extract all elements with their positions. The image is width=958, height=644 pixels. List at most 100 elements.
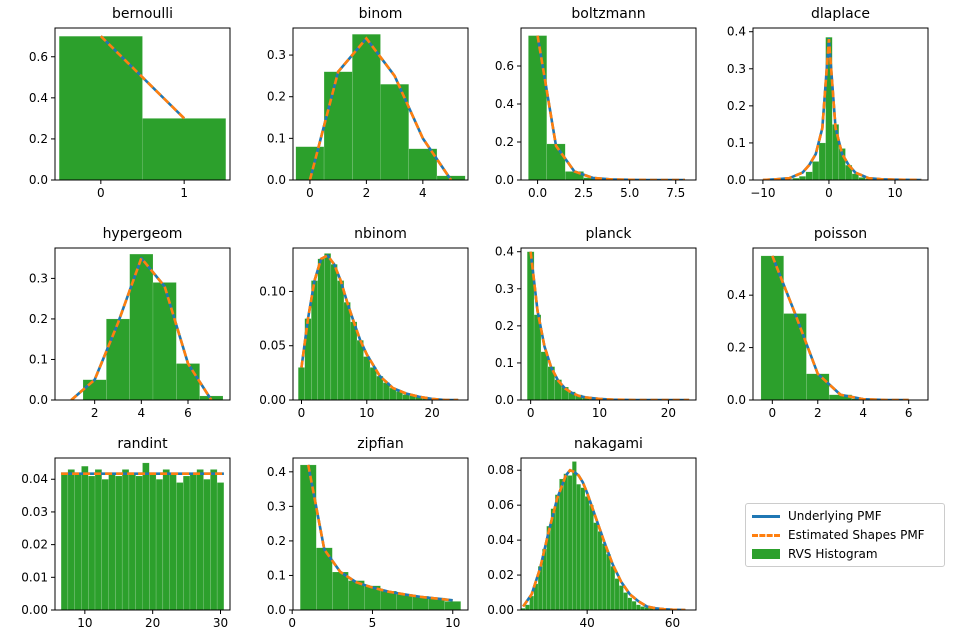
y-tick-label: 0.4 bbox=[495, 97, 514, 111]
histogram-bar bbox=[554, 494, 560, 610]
x-tick-label: 10 bbox=[887, 186, 902, 200]
y-tick-label: 0.1 bbox=[29, 352, 48, 366]
histogram-bar bbox=[81, 465, 89, 610]
axes-frame bbox=[292, 247, 469, 401]
estimated-pmf-line bbox=[99, 35, 186, 120]
y-tick-label: 0.0 bbox=[727, 173, 746, 187]
histogram-bar bbox=[618, 585, 624, 610]
subplot-boltzmann: 0.0 2.5 5.0 7.5 0.0 0.2 0.4 0.6 boltzmann bbox=[495, 6, 697, 200]
y-tick-label: 0.0 bbox=[29, 393, 48, 407]
axes-frame bbox=[520, 457, 697, 611]
histogram-bars bbox=[785, 37, 873, 180]
x-tick-label: 10 bbox=[592, 406, 607, 420]
y-tick-label: 0.02 bbox=[21, 538, 48, 552]
histogram-bar bbox=[597, 531, 603, 610]
histogram-bar bbox=[74, 472, 82, 610]
histogram-bar bbox=[60, 472, 69, 610]
histogram-bar bbox=[806, 373, 830, 400]
x-tick-label: 20 bbox=[424, 406, 439, 420]
y-tick-label: 0.00 bbox=[487, 603, 514, 617]
histogram-bar bbox=[152, 282, 177, 400]
y-tick-label: 0.05 bbox=[259, 339, 286, 353]
histogram-bar bbox=[627, 597, 633, 610]
y-tick-label: 0.0 bbox=[29, 173, 48, 187]
x-tick-label: 6 bbox=[905, 406, 913, 420]
y-tick-label: 0.06 bbox=[487, 498, 514, 512]
x-tick-label: 10 bbox=[445, 616, 460, 630]
histogram-bar bbox=[324, 253, 332, 400]
subplot-title: zipfian bbox=[357, 436, 403, 452]
subplot-title: randint bbox=[117, 436, 168, 452]
x-tick-label: 6 bbox=[184, 406, 192, 420]
histogram-bar bbox=[337, 280, 345, 400]
estimated-pmf-line bbox=[306, 464, 453, 602]
histogram-bar bbox=[330, 264, 338, 400]
histogram-bar bbox=[121, 469, 130, 610]
histogram-bar bbox=[88, 475, 96, 610]
histogram-bar bbox=[300, 464, 317, 610]
x-tick-label: 40 bbox=[580, 616, 595, 630]
histogram-bar bbox=[176, 482, 184, 610]
y-tick-label: 0.1 bbox=[267, 568, 286, 582]
histogram-bar bbox=[444, 601, 461, 610]
histogram-bar bbox=[343, 302, 351, 400]
y-tick-label: 0.4 bbox=[495, 245, 514, 259]
x-tick-label: 30 bbox=[213, 616, 228, 630]
axes-frame bbox=[292, 27, 469, 181]
subplot-title: nakagami bbox=[574, 436, 643, 452]
histogram-bar bbox=[323, 71, 353, 180]
legend-estimated-label: Estimated Shapes PMF bbox=[788, 528, 925, 542]
x-tick-label: 0 bbox=[288, 616, 296, 630]
histogram-bar bbox=[563, 473, 569, 610]
axes-frame bbox=[752, 27, 929, 181]
subplot-dlaplace: −10 0 10 0.0 0.1 0.2 0.3 0.4 dlaplace bbox=[727, 6, 929, 200]
y-tick-label: 0.3 bbox=[727, 62, 746, 76]
subplot-nbinom: 0 10 20 0.00 0.05 0.10 nbinom bbox=[259, 226, 469, 420]
histogram-bar bbox=[640, 606, 645, 610]
histogram-bar bbox=[636, 604, 641, 610]
y-tick-label: 0.1 bbox=[727, 136, 746, 150]
histogram-bar bbox=[67, 469, 75, 610]
histogram-bar bbox=[610, 566, 616, 610]
x-tick-label: 2 bbox=[814, 406, 822, 420]
histogram-bar bbox=[799, 176, 807, 180]
x-tick-label: 0 bbox=[768, 406, 776, 420]
subplot-title: planck bbox=[585, 226, 632, 242]
histogram-bars bbox=[521, 461, 688, 610]
subplot-title: poisson bbox=[814, 226, 867, 242]
x-tick-label: 0.0 bbox=[528, 186, 547, 200]
y-tick-label: 0.1 bbox=[267, 131, 286, 145]
axes-frame bbox=[520, 247, 697, 401]
y-tick-label: 0.3 bbox=[29, 271, 48, 285]
y-tick-label: 0.4 bbox=[267, 465, 286, 479]
estimated-pmf-line bbox=[522, 468, 686, 610]
histogram-bar bbox=[369, 367, 377, 400]
y-tick-label: 0.3 bbox=[495, 282, 514, 296]
x-tick-label: 0 bbox=[97, 186, 105, 200]
x-tick-label: 0 bbox=[298, 406, 306, 420]
y-tick-label: 0.0 bbox=[495, 173, 514, 187]
y-tick-label: 0.2 bbox=[267, 534, 286, 548]
histogram-bar bbox=[149, 472, 157, 610]
histogram-bar bbox=[576, 484, 581, 610]
histogram-bars bbox=[298, 253, 436, 400]
histogram-bar bbox=[115, 475, 123, 610]
histogram-bar bbox=[216, 482, 225, 610]
histogram-bar bbox=[176, 363, 200, 400]
histogram-bar bbox=[812, 161, 820, 180]
histogram-bar bbox=[101, 479, 109, 610]
x-tick-label: 7.5 bbox=[666, 186, 685, 200]
histogram-bars bbox=[60, 462, 225, 610]
x-tick-label: 4 bbox=[859, 406, 867, 420]
histogram-bar bbox=[203, 479, 211, 610]
legend-estimated-swatch bbox=[752, 533, 780, 537]
histogram-bar bbox=[546, 143, 566, 180]
histogram-bar bbox=[210, 469, 218, 610]
histogram-bar bbox=[525, 604, 530, 610]
histogram-bar bbox=[135, 475, 143, 610]
histogram-bar bbox=[182, 475, 191, 610]
y-tick-label: 0.4 bbox=[727, 288, 746, 302]
y-tick-label: 0.01 bbox=[21, 570, 48, 584]
subplot-title: bernoulli bbox=[112, 6, 173, 22]
